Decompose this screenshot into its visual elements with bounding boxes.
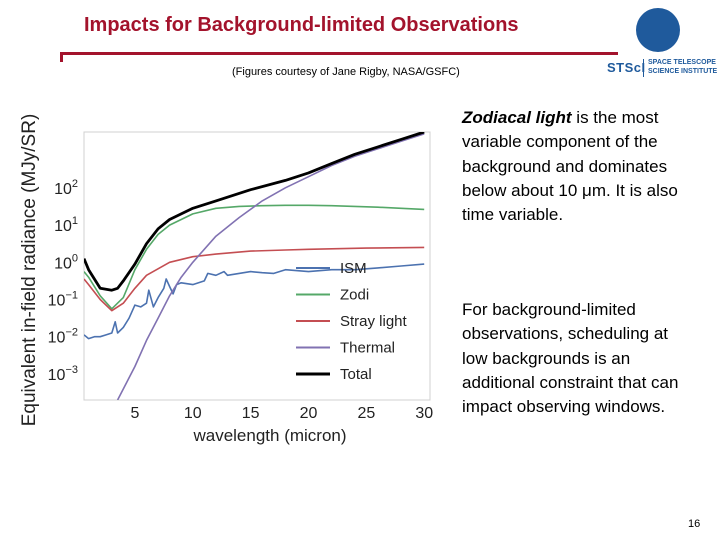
y-tick-label: 10−1 — [48, 290, 78, 310]
institute-subtitle-line2: SCIENCE INSTITUTE — [648, 68, 718, 75]
series-line-zodi — [84, 204, 425, 310]
figure-credit: (Figures courtesy of Jane Rigby, NASA/GS… — [232, 66, 460, 78]
x-tick-label: 20 — [300, 405, 318, 422]
legend-label: Zodi — [340, 287, 369, 304]
title-underline-tick — [60, 55, 63, 62]
x-tick-label: 15 — [242, 405, 260, 422]
page-number: 16 — [688, 518, 701, 530]
y-axis-label: Equivalent in-field radiance (MJy/SR) — [19, 113, 40, 427]
x-tick-labels: 5 10 15 20 25 30 — [130, 405, 433, 422]
x-tick-label: 25 — [357, 405, 375, 422]
y-tick-label: 102 — [54, 178, 78, 198]
mu-symbol: μ — [582, 180, 592, 200]
institute-subtitle-line1: SPACE TELESCOPE — [648, 59, 716, 66]
series-layer — [84, 132, 425, 400]
zodiacal-text-b: m. It is also time variable. — [462, 180, 678, 225]
y-tick-label: 10−3 — [48, 364, 78, 384]
legend-label: ISM — [340, 260, 367, 277]
radiance-chart: 10−3 10−2 10−1 100 101 102 5 10 15 20 25 30 wavele… — [48, 131, 433, 445]
y-tick-label: 10−2 — [48, 327, 78, 347]
scheduling-paragraph: For background-limited observations, sch… — [462, 300, 679, 417]
institute-seal-logo — [636, 8, 680, 52]
zodiacal-text-a: is the most variable component of the ba… — [462, 108, 668, 200]
series-line-total — [84, 132, 425, 292]
legend-label: Total — [340, 366, 372, 383]
chart-legend: ISM Zodi Stray light Thermal Total — [296, 260, 408, 383]
x-tick-label: 10 — [184, 405, 202, 422]
series-line-thermal — [116, 133, 425, 400]
institute-subtitle: SPACE TELESCOPE SCIENCE INSTITUTE — [648, 58, 717, 76]
slide-title: Impacts for Background-limited Observati… — [84, 14, 519, 36]
x-axis-label: wavelength (micron) — [192, 426, 346, 445]
institute-wordmark: STScI — [607, 60, 646, 75]
logo-divider — [643, 59, 644, 77]
series-line-ism — [84, 263, 425, 340]
legend-label: Thermal — [340, 340, 395, 357]
y-tick-labels: 10−3 10−2 10−1 100 101 102 — [48, 178, 78, 384]
x-tick-label: 30 — [415, 405, 433, 422]
zodiacal-paragraph: Zodiacal light is the most variable comp… — [462, 106, 694, 227]
y-tick-label: 100 — [54, 252, 78, 272]
series-line-stray-light — [84, 246, 425, 312]
title-underline — [60, 52, 618, 55]
legend-label: Stray light — [340, 313, 408, 330]
y-tick-label: 101 — [54, 215, 78, 235]
x-tick-label: 5 — [130, 405, 139, 422]
plot-frame — [83, 131, 431, 401]
zodiacal-emphasis: Zodiacal light — [462, 108, 572, 127]
